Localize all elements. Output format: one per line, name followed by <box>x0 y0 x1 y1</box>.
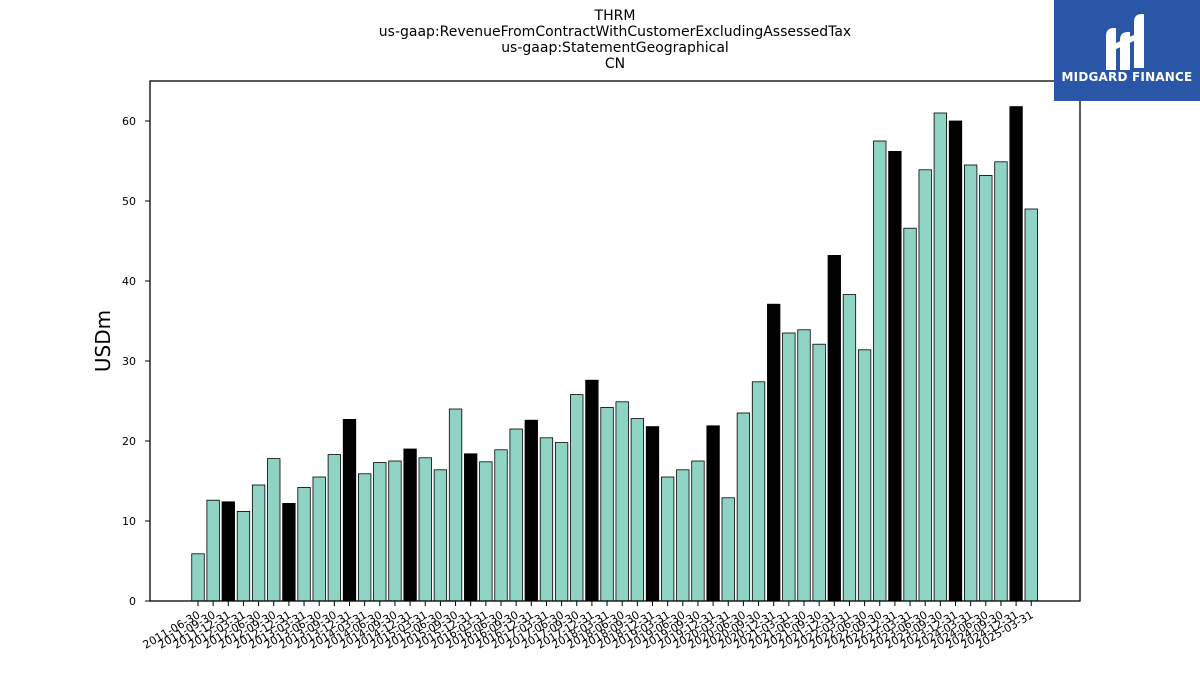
y-tick-label: 30 <box>122 355 136 368</box>
y-tick-label: 50 <box>122 195 136 208</box>
bar-2016-03-31 <box>479 461 493 602</box>
bar-2023-09-30 <box>933 112 947 602</box>
bar-2015-09-30 <box>448 408 463 602</box>
y-axis: 0 10 20 30 40 50 60 <box>122 115 150 608</box>
bar-2014-12-31 <box>403 448 417 602</box>
bar-2021-06-30 <box>797 329 811 602</box>
y-tick-label: 10 <box>122 515 136 528</box>
bar-2017-09-30 <box>570 394 584 602</box>
bar-2021-03-31 <box>782 332 796 602</box>
bars-group <box>191 106 1038 602</box>
bar-2024-09-30 <box>994 161 1008 602</box>
bar-2013-12-31 <box>342 418 357 602</box>
bar-2014-06-30 <box>373 462 387 602</box>
title-metric: us-gaap:RevenueFromContractWithCustomerE… <box>379 24 851 40</box>
bar-2021-09-30 <box>812 343 826 602</box>
bar-2023-03-31 <box>903 227 917 602</box>
bar-2017-03-31 <box>539 437 554 602</box>
bar-2019-06-30 <box>676 469 690 602</box>
bar-2017-06-30 <box>554 442 569 602</box>
bar-2017-12-31 <box>585 379 599 602</box>
bar-2021-12-31 <box>827 254 841 602</box>
bar-2016-09-30 <box>509 428 523 602</box>
title-region: CN <box>605 56 625 72</box>
bar-2022-12-31 <box>888 150 902 602</box>
bar-2013-06-30 <box>312 476 326 602</box>
bar-2022-06-30 <box>857 349 872 602</box>
brand-logo: MIDGARD FINANCE <box>1054 0 1200 101</box>
bar-2012-03-31 <box>236 510 251 602</box>
bar-2011-06-30 <box>191 553 205 602</box>
midgard-logo-icon <box>1106 14 1144 70</box>
bar-2019-09-30 <box>691 460 705 602</box>
bar-2014-03-31 <box>357 473 372 602</box>
bar-2015-12-31 <box>464 453 478 602</box>
bar-2011-12-31 <box>221 501 235 602</box>
bar-2020-12-31 <box>767 303 781 602</box>
bar-2024-03-31 <box>964 164 978 602</box>
bar-2011-09-30 <box>206 499 220 602</box>
bar-2013-09-30 <box>327 454 342 602</box>
bar-2022-03-31 <box>842 294 857 602</box>
bar-2015-06-30 <box>433 469 448 602</box>
title-axis: us-gaap:StatementGeographical <box>501 40 729 56</box>
y-tick-label: 40 <box>122 275 136 288</box>
bar-2019-03-31 <box>661 476 675 602</box>
y-axis-label: USDm <box>91 310 115 372</box>
bar-2023-06-30 <box>918 169 932 602</box>
x-axis: 2011-06-302011-09-302011-12-312012-03-31… <box>141 601 1036 652</box>
bar-2016-12-31 <box>524 419 538 602</box>
bar-2013-03-31 <box>297 486 311 602</box>
bar-2018-03-31 <box>600 406 614 602</box>
bar-2020-03-31 <box>721 497 735 602</box>
y-tick-label: 20 <box>122 435 136 448</box>
bar-2015-03-31 <box>418 457 432 602</box>
bar-2024-06-30 <box>979 174 993 602</box>
title-ticker: THRM <box>594 8 636 24</box>
bar-2012-06-30 <box>251 484 266 602</box>
bar-2024-12-31 <box>1009 106 1023 602</box>
brand-name: MIDGARD FINANCE <box>1061 70 1193 84</box>
bar-2025-03-31 <box>1024 208 1038 602</box>
bar-2012-09-30 <box>267 458 281 602</box>
chart-title: THRM us-gaap:RevenueFromContractWithCust… <box>379 8 851 72</box>
bar-2022-09-30 <box>873 140 887 602</box>
bar-2012-12-31 <box>282 502 296 602</box>
bar-2016-06-30 <box>494 449 508 602</box>
y-tick-label: 60 <box>122 115 136 128</box>
bar-2020-06-30 <box>736 412 751 602</box>
bar-2023-12-31 <box>948 120 963 602</box>
bar-2018-12-31 <box>645 426 660 602</box>
bar-2019-12-31 <box>706 425 720 602</box>
bar-2018-09-30 <box>630 418 644 602</box>
bar-2018-06-30 <box>615 401 629 602</box>
bar-2020-09-30 <box>751 381 766 602</box>
bar-2014-09-30 <box>388 460 402 602</box>
y-tick-label: 0 <box>129 595 136 608</box>
plot-frame <box>149 80 1081 602</box>
